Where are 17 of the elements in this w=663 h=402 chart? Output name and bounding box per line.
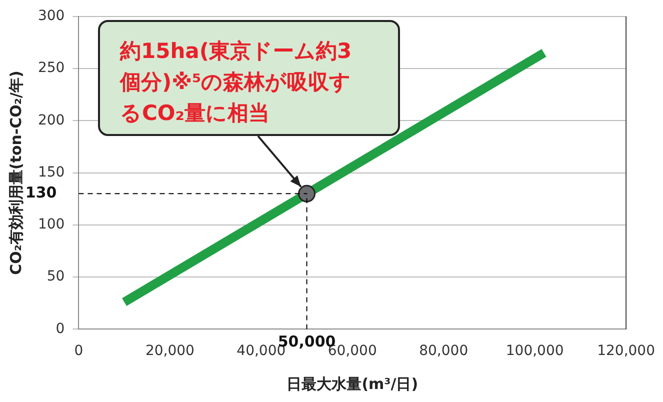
x-tick-label: 0 bbox=[74, 343, 84, 360]
y-tick-label: 200 bbox=[38, 112, 65, 128]
annotation: 約15ha(東京ドーム約3個分)※⁵の森林が吸収するCO₂量に相当 bbox=[120, 39, 352, 125]
ref-line-label: 130 bbox=[25, 184, 57, 202]
x-tick-label: 20,000 bbox=[145, 343, 194, 360]
y-tick-label: 300 bbox=[38, 8, 65, 24]
y-tick-label: 250 bbox=[38, 60, 65, 76]
x-tick-label: 100,000 bbox=[506, 343, 564, 360]
x-axis-title: 日最大水量(m³/日) bbox=[286, 374, 418, 393]
y-tick-label: 50 bbox=[46, 268, 65, 285]
y-tick-label: 150 bbox=[38, 164, 65, 180]
y-axis-title: CO₂有効利用量(ton-CO₂/年) bbox=[6, 70, 25, 275]
x-tick-label: 120,000 bbox=[597, 343, 656, 360]
callout-box: 約15ha(東京ドーム約3個分)※⁵の森林が吸収するCO₂量に相当 bbox=[98, 20, 400, 136]
y-tick-label: 0 bbox=[56, 320, 65, 337]
y-tick-label: 100 bbox=[38, 216, 65, 233]
x-tick-label: 80,000 bbox=[419, 343, 468, 360]
